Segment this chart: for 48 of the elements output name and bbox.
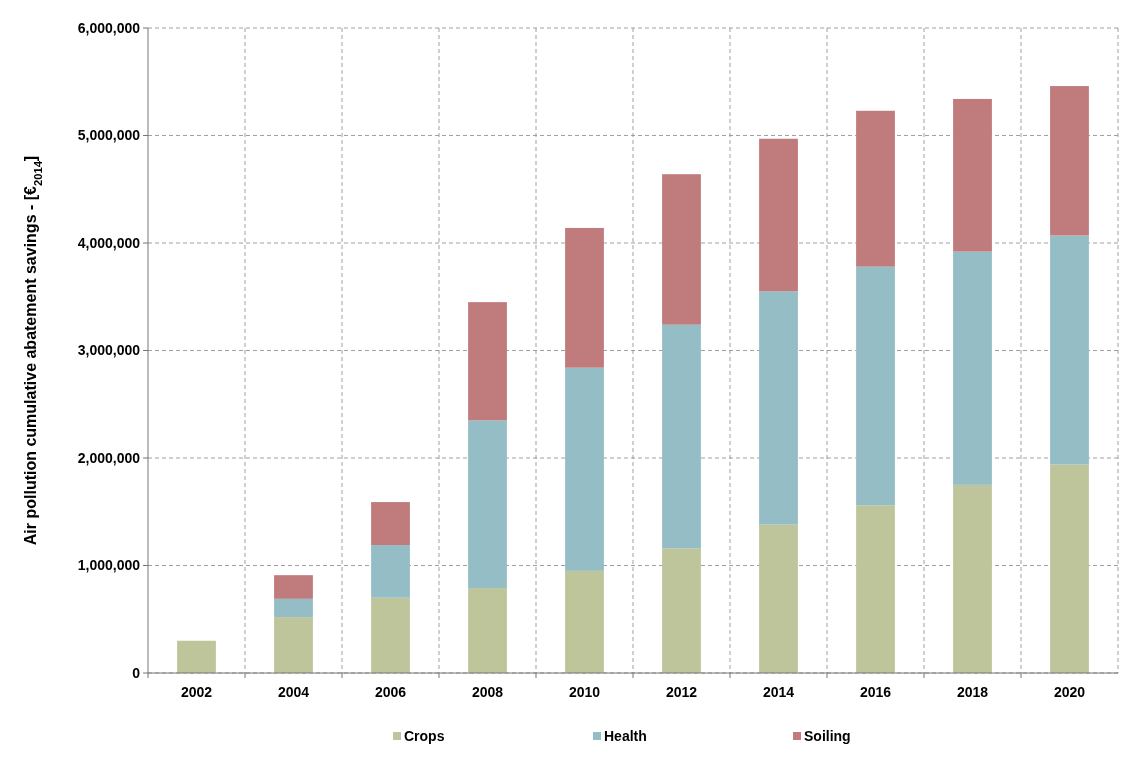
x-tick-label: 2008 [471,684,504,700]
bar [274,598,313,618]
bar [662,174,701,325]
x-tick-label: 2010 [568,684,601,700]
bar [371,545,410,598]
x-tick-label: 2018 [956,684,989,700]
y-tick-label: 5,000,000 [77,127,141,144]
bar [177,640,216,673]
x-tick-label: 2020 [1053,684,1086,700]
bar [1050,235,1089,465]
bar [856,505,895,673]
y-tick-label: 4,000,000 [77,234,141,251]
bar [1050,464,1089,673]
bar [856,110,895,267]
bar [759,291,798,525]
x-tick-label: 2006 [374,684,407,700]
bar [759,138,798,292]
bar [468,420,507,589]
bar [662,324,701,549]
legend-label: Health [604,728,647,744]
y-tick-label: 1,000,000 [77,557,141,574]
legend-label: Soiling [804,728,851,744]
bar [274,617,313,673]
bar [565,227,604,368]
x-tick-label: 2014 [762,684,795,700]
x-tick-label: 2002 [180,684,213,700]
bar [371,597,410,673]
bar [953,98,992,252]
bar [371,502,410,546]
y-tick-label: 2,000,000 [77,449,141,466]
y-tick-label: 0 [132,664,141,681]
bar [565,570,604,673]
x-tick-label: 2016 [859,684,892,700]
x-tick-label: 2004 [277,684,310,700]
bar [468,588,507,673]
bar [565,367,604,571]
x-tick-label: 2012 [665,684,698,700]
y-tick-label: 3,000,000 [77,342,141,359]
bar [468,302,507,421]
bar [953,484,992,673]
bar [856,266,895,506]
y-tick-label: 6,000,000 [77,19,141,36]
legend-label: Crops [404,728,445,744]
bar [274,575,313,599]
bar [1050,86,1089,236]
bar [759,524,798,673]
bar [662,548,701,673]
bar [953,251,992,485]
